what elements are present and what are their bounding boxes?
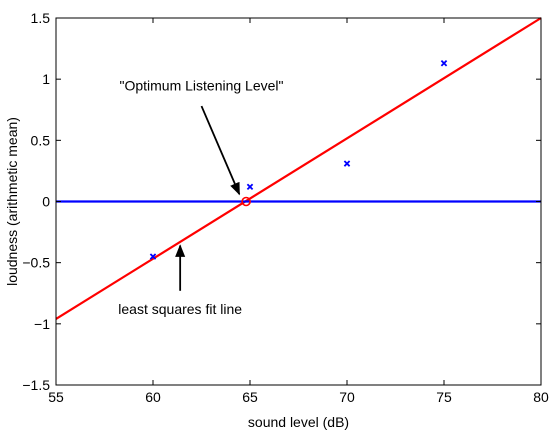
axis-ticks: 55 60 65 70 75 80 −1.5 −1 −0.5 0 0.5 1 1.5 [22,10,549,405]
y-tick-label: −1.5 [22,377,50,393]
y-tick-label: 1 [42,71,50,87]
chart-marks: "Optimum Listening Level" least squares f… [55,17,542,320]
annotation-arrow [200,105,241,196]
y-tick-label: 0.5 [31,132,51,148]
x-tick-label: 60 [145,389,161,405]
annotation-text: "Optimum Listening Level" [119,77,283,93]
x-tick-label: 65 [242,389,258,405]
y-tick-label: 1.5 [31,10,51,26]
x-axis-label: sound level (dB) [248,414,349,430]
annotation-text: least squares fit line [118,301,242,317]
optimum-point [241,196,251,207]
x-tick-label: 75 [436,389,452,405]
x-tick-label: 55 [48,389,64,405]
x-tick-label: 80 [533,389,549,405]
y-axis-label: loudness (arithmetic mean) [4,117,20,286]
data-point [343,160,351,167]
y-tick-label: 0 [42,194,50,210]
fit-line [55,17,542,320]
data-point [246,183,254,191]
data-point [440,60,448,67]
y-tick-label: −1 [34,316,50,332]
x-tick-label: 70 [339,389,355,405]
y-tick-label: −0.5 [22,255,50,271]
data-point [149,253,157,260]
